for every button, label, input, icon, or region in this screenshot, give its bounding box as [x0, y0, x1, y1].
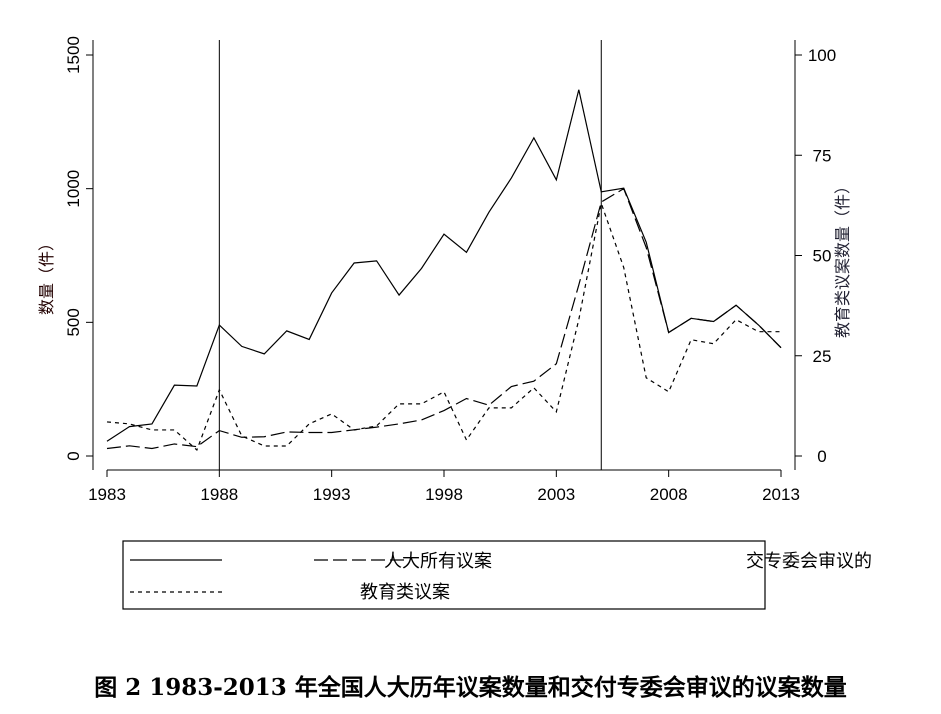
figure-caption: 图 2 1983-2013 年全国人大历年议案数量和交付专委会审议的议案数量: [94, 674, 847, 701]
y-axis-label: 数量（件）: [37, 235, 56, 315]
legend-label: 人大所有议案: [384, 551, 492, 572]
y-tick-label: 500: [64, 308, 83, 336]
y2-tick-label: 50: [813, 247, 832, 266]
y2-tick-label: 0: [817, 447, 826, 466]
legend-box: [122, 540, 766, 610]
y-tick-label: 0: [64, 451, 83, 460]
y2-tick-label: 25: [813, 347, 832, 366]
y2-axis-label: 教育类议案数量（件）: [833, 178, 852, 338]
x-tick-label: 1988: [200, 485, 238, 504]
x-tick-label: 2013: [762, 485, 800, 504]
legend-label: 教育类议案: [360, 582, 450, 603]
series-line-0: [106, 89, 782, 442]
y2-tick-label: 100: [808, 46, 836, 65]
x-tick-label: 2008: [650, 485, 688, 504]
series-line-1: [106, 187, 782, 450]
y2-tick-label: 75: [813, 146, 832, 165]
x-tick-label: 2003: [537, 485, 575, 504]
series-line-2: [106, 201, 781, 452]
chart: 1983 1988 1993 1998 2003 2008 2013050010001500…: [37, 36, 872, 610]
x-tick-label: 1993: [313, 485, 351, 504]
x-tick-label: 1998: [425, 485, 463, 504]
legend-label: 交专委会审议的: [746, 551, 872, 572]
y-tick-label: 1500: [64, 36, 83, 74]
y-tick-label: 1000: [64, 170, 83, 208]
x-tick-label: 1983: [88, 485, 126, 504]
